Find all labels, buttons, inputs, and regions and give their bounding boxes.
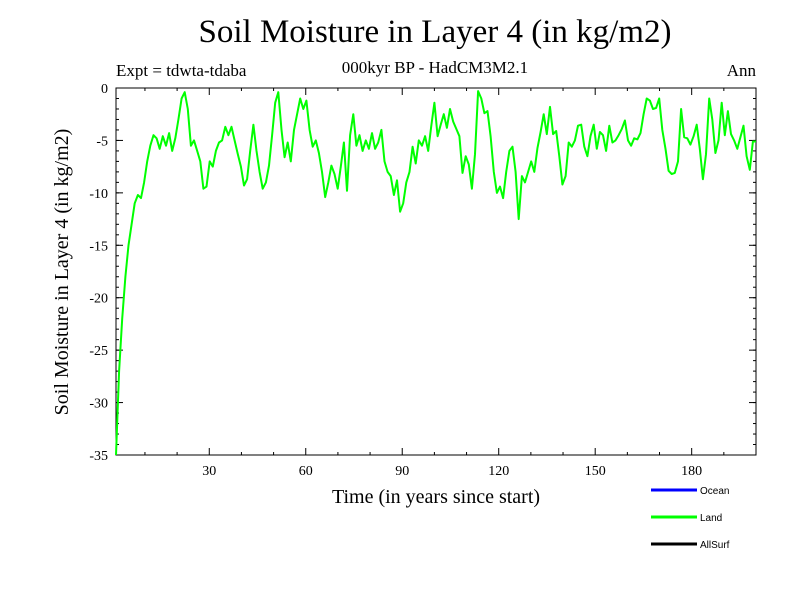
x-tick-label: 90: [395, 464, 409, 479]
legend-label-land: Land: [700, 513, 722, 524]
series-layer: [115, 90, 756, 456]
y-tick-label: -20: [89, 292, 108, 307]
x-tick-label: 120: [488, 464, 509, 479]
series-line-land: [115, 90, 756, 456]
y-axis-label: Soil Moisture in Layer 4 (in kg/m2): [51, 129, 73, 416]
x-tick-label: 60: [299, 464, 313, 479]
y-tick-label: -35: [89, 449, 108, 464]
chart-subtitle: 000kyr BP - HadCM3M2.1: [341, 58, 529, 77]
y-tick-label: -25: [89, 344, 108, 359]
legend-label-allsurf: AllSurf: [700, 540, 730, 551]
x-axis-label: Time (in years since start): [332, 486, 540, 508]
chart-title: Soil Moisture in Layer 4 (in kg/m2): [198, 14, 672, 50]
legend-label-ocean: Ocean: [700, 486, 729, 497]
y-tick-label: -5: [96, 134, 108, 149]
plot-frame: [115, 87, 757, 456]
x-tick-label: 180: [681, 464, 702, 479]
y-axis-ticks: 0 -5 -10 -15 -20 -25 -30 -35: [89, 82, 756, 464]
x-tick-label: 150: [585, 464, 606, 479]
x-tick-label: 30: [202, 464, 216, 479]
y-tick-label: -10: [89, 187, 108, 202]
y-tick-label: -15: [89, 239, 108, 254]
y-tick-label: 0: [101, 82, 108, 97]
legend: Ocean Land AllSurf: [651, 486, 730, 551]
season-label: Ann: [726, 61, 756, 80]
x-axis-ticks: 30 60 90 120 150 180: [144, 88, 725, 479]
experiment-label: Expt = tdwta-tdaba: [116, 61, 247, 80]
y-tick-label: -30: [89, 397, 108, 412]
